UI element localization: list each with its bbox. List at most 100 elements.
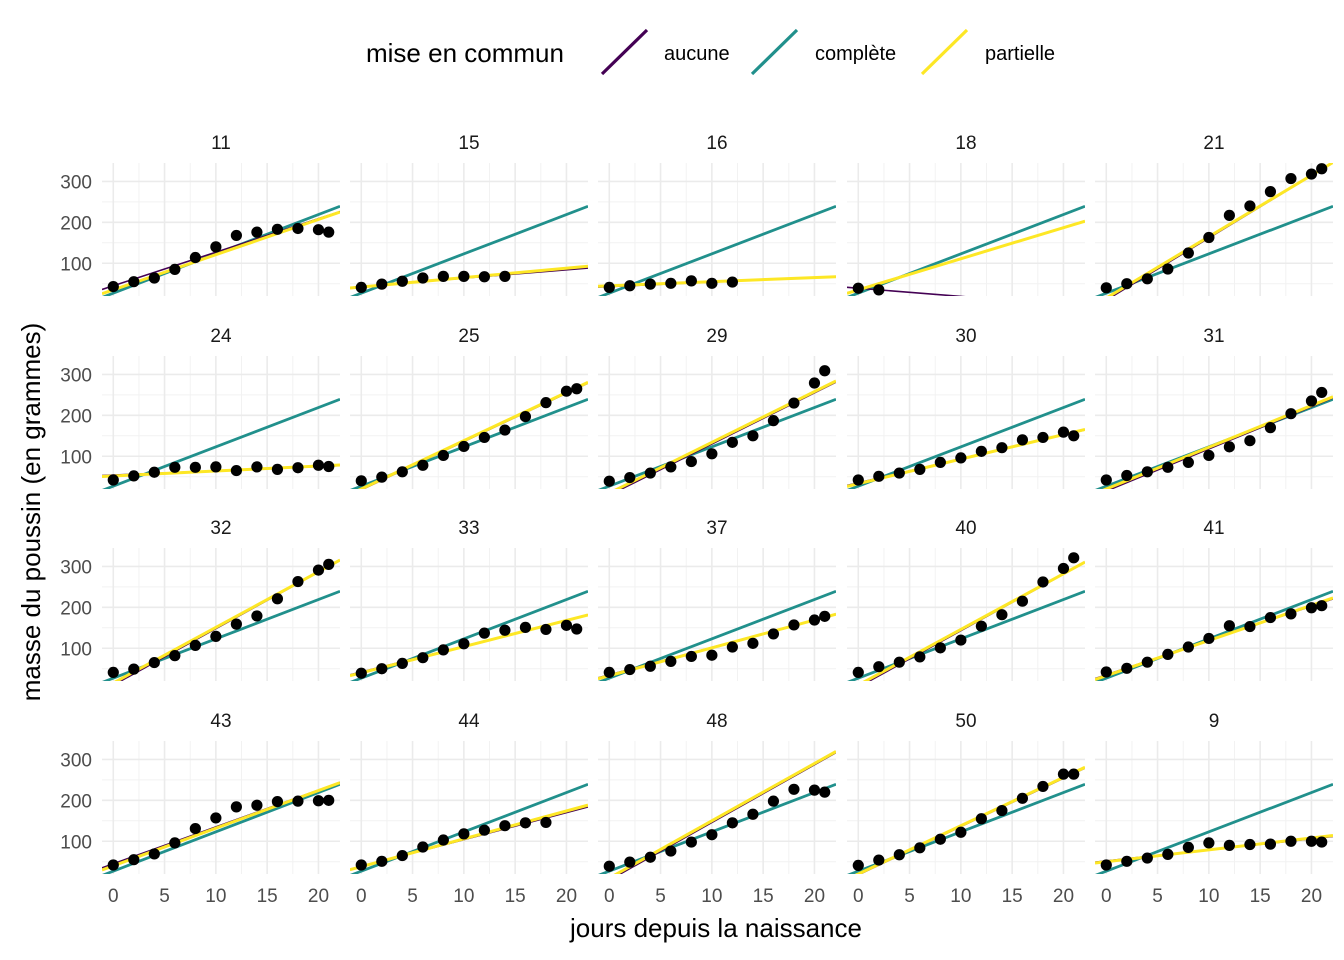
data-point (271, 795, 284, 808)
data-point (478, 431, 490, 444)
y-tick-label: 100 (60, 639, 92, 660)
panel-15: 15 (350, 133, 588, 296)
data-point (355, 475, 367, 487)
x-tick-label: 10 (205, 886, 226, 907)
panel-37: 37 (598, 518, 836, 681)
fit-lines (1095, 395, 1333, 489)
points (355, 270, 511, 294)
facet-label: 44 (458, 711, 480, 732)
data-point (396, 275, 408, 287)
data-point (519, 621, 532, 633)
x-tick-label: 5 (1152, 886, 1163, 907)
data-point (417, 652, 429, 664)
x-tick-label: 15 (1002, 886, 1023, 907)
data-point (128, 470, 140, 482)
data-point (107, 859, 119, 871)
data-point (499, 624, 511, 636)
data-point (893, 849, 905, 861)
data-point (292, 222, 304, 235)
y-tick-label: 300 (60, 750, 92, 771)
facet-label: 50 (955, 711, 976, 732)
data-point (767, 628, 780, 640)
data-point (873, 854, 885, 866)
data-point (1285, 608, 1297, 620)
data-point (396, 657, 408, 670)
x-tick-label: 5 (655, 886, 666, 907)
fit-lines (1095, 163, 1333, 296)
data-point (148, 848, 160, 860)
data-point (1100, 282, 1112, 294)
data-point (292, 795, 304, 807)
data-point (1037, 780, 1049, 793)
points (355, 619, 583, 679)
points (107, 794, 335, 871)
points (355, 816, 552, 871)
data-point (873, 661, 885, 673)
fit-line-complete (598, 398, 836, 489)
data-point (1305, 602, 1318, 614)
data-point (1037, 576, 1049, 588)
fit-line-complete (598, 783, 836, 874)
x-tick-label: 0 (604, 886, 615, 907)
panel-21: 21 (1095, 133, 1333, 296)
data-point (747, 637, 759, 649)
fit-line-complete (847, 398, 1085, 489)
data-point (1121, 469, 1133, 482)
data-point (1203, 231, 1215, 244)
data-point (1057, 426, 1070, 438)
data-point (1182, 841, 1194, 854)
points (603, 365, 831, 487)
data-point (107, 666, 119, 679)
y-axis-title: masse du poussin (en grammes) (16, 323, 46, 702)
data-point (747, 430, 759, 442)
grid (598, 741, 836, 874)
data-point (644, 467, 656, 479)
data-point (808, 784, 821, 796)
data-point (603, 860, 615, 872)
data-point (934, 456, 946, 468)
data-point (312, 459, 325, 471)
grid (102, 548, 340, 681)
data-point (934, 833, 946, 845)
data-point (417, 459, 429, 471)
data-point (1285, 172, 1297, 185)
data-point (726, 436, 738, 448)
data-point (210, 461, 222, 473)
data-point (1162, 848, 1174, 860)
legend-key-aucune (600, 28, 649, 76)
grid (1095, 741, 1333, 874)
data-point (519, 410, 532, 423)
x-tick-label: 5 (159, 886, 170, 907)
facet-label: 31 (1203, 326, 1224, 347)
data-point (873, 284, 885, 296)
data-point (355, 281, 367, 294)
data-point (1182, 641, 1194, 653)
data-point (808, 377, 821, 389)
panel-40: 40 (847, 518, 1085, 681)
data-point (323, 460, 335, 473)
data-point (128, 663, 140, 675)
data-point (1244, 838, 1256, 851)
data-point (1305, 835, 1318, 847)
fit-line-partielle (613, 750, 836, 874)
fit-lines (598, 379, 836, 489)
data-point (396, 466, 408, 478)
facet-label: 16 (706, 133, 727, 154)
data-point (1316, 600, 1328, 612)
data-point (458, 440, 470, 453)
data-point (1203, 449, 1215, 462)
data-point (1223, 441, 1235, 453)
data-point (292, 462, 304, 474)
data-point (458, 828, 470, 840)
x-tick-label: 20 (1053, 886, 1074, 907)
fit-line-partielle (350, 803, 588, 872)
data-point (271, 463, 284, 475)
data-point (1121, 855, 1133, 867)
points (1100, 386, 1328, 486)
data-point (726, 817, 738, 829)
data-point (271, 223, 284, 235)
data-point (1264, 611, 1277, 624)
legend-label-complete: complète (815, 43, 896, 65)
x-tick-label: 0 (1101, 886, 1112, 907)
grid (1095, 548, 1333, 681)
